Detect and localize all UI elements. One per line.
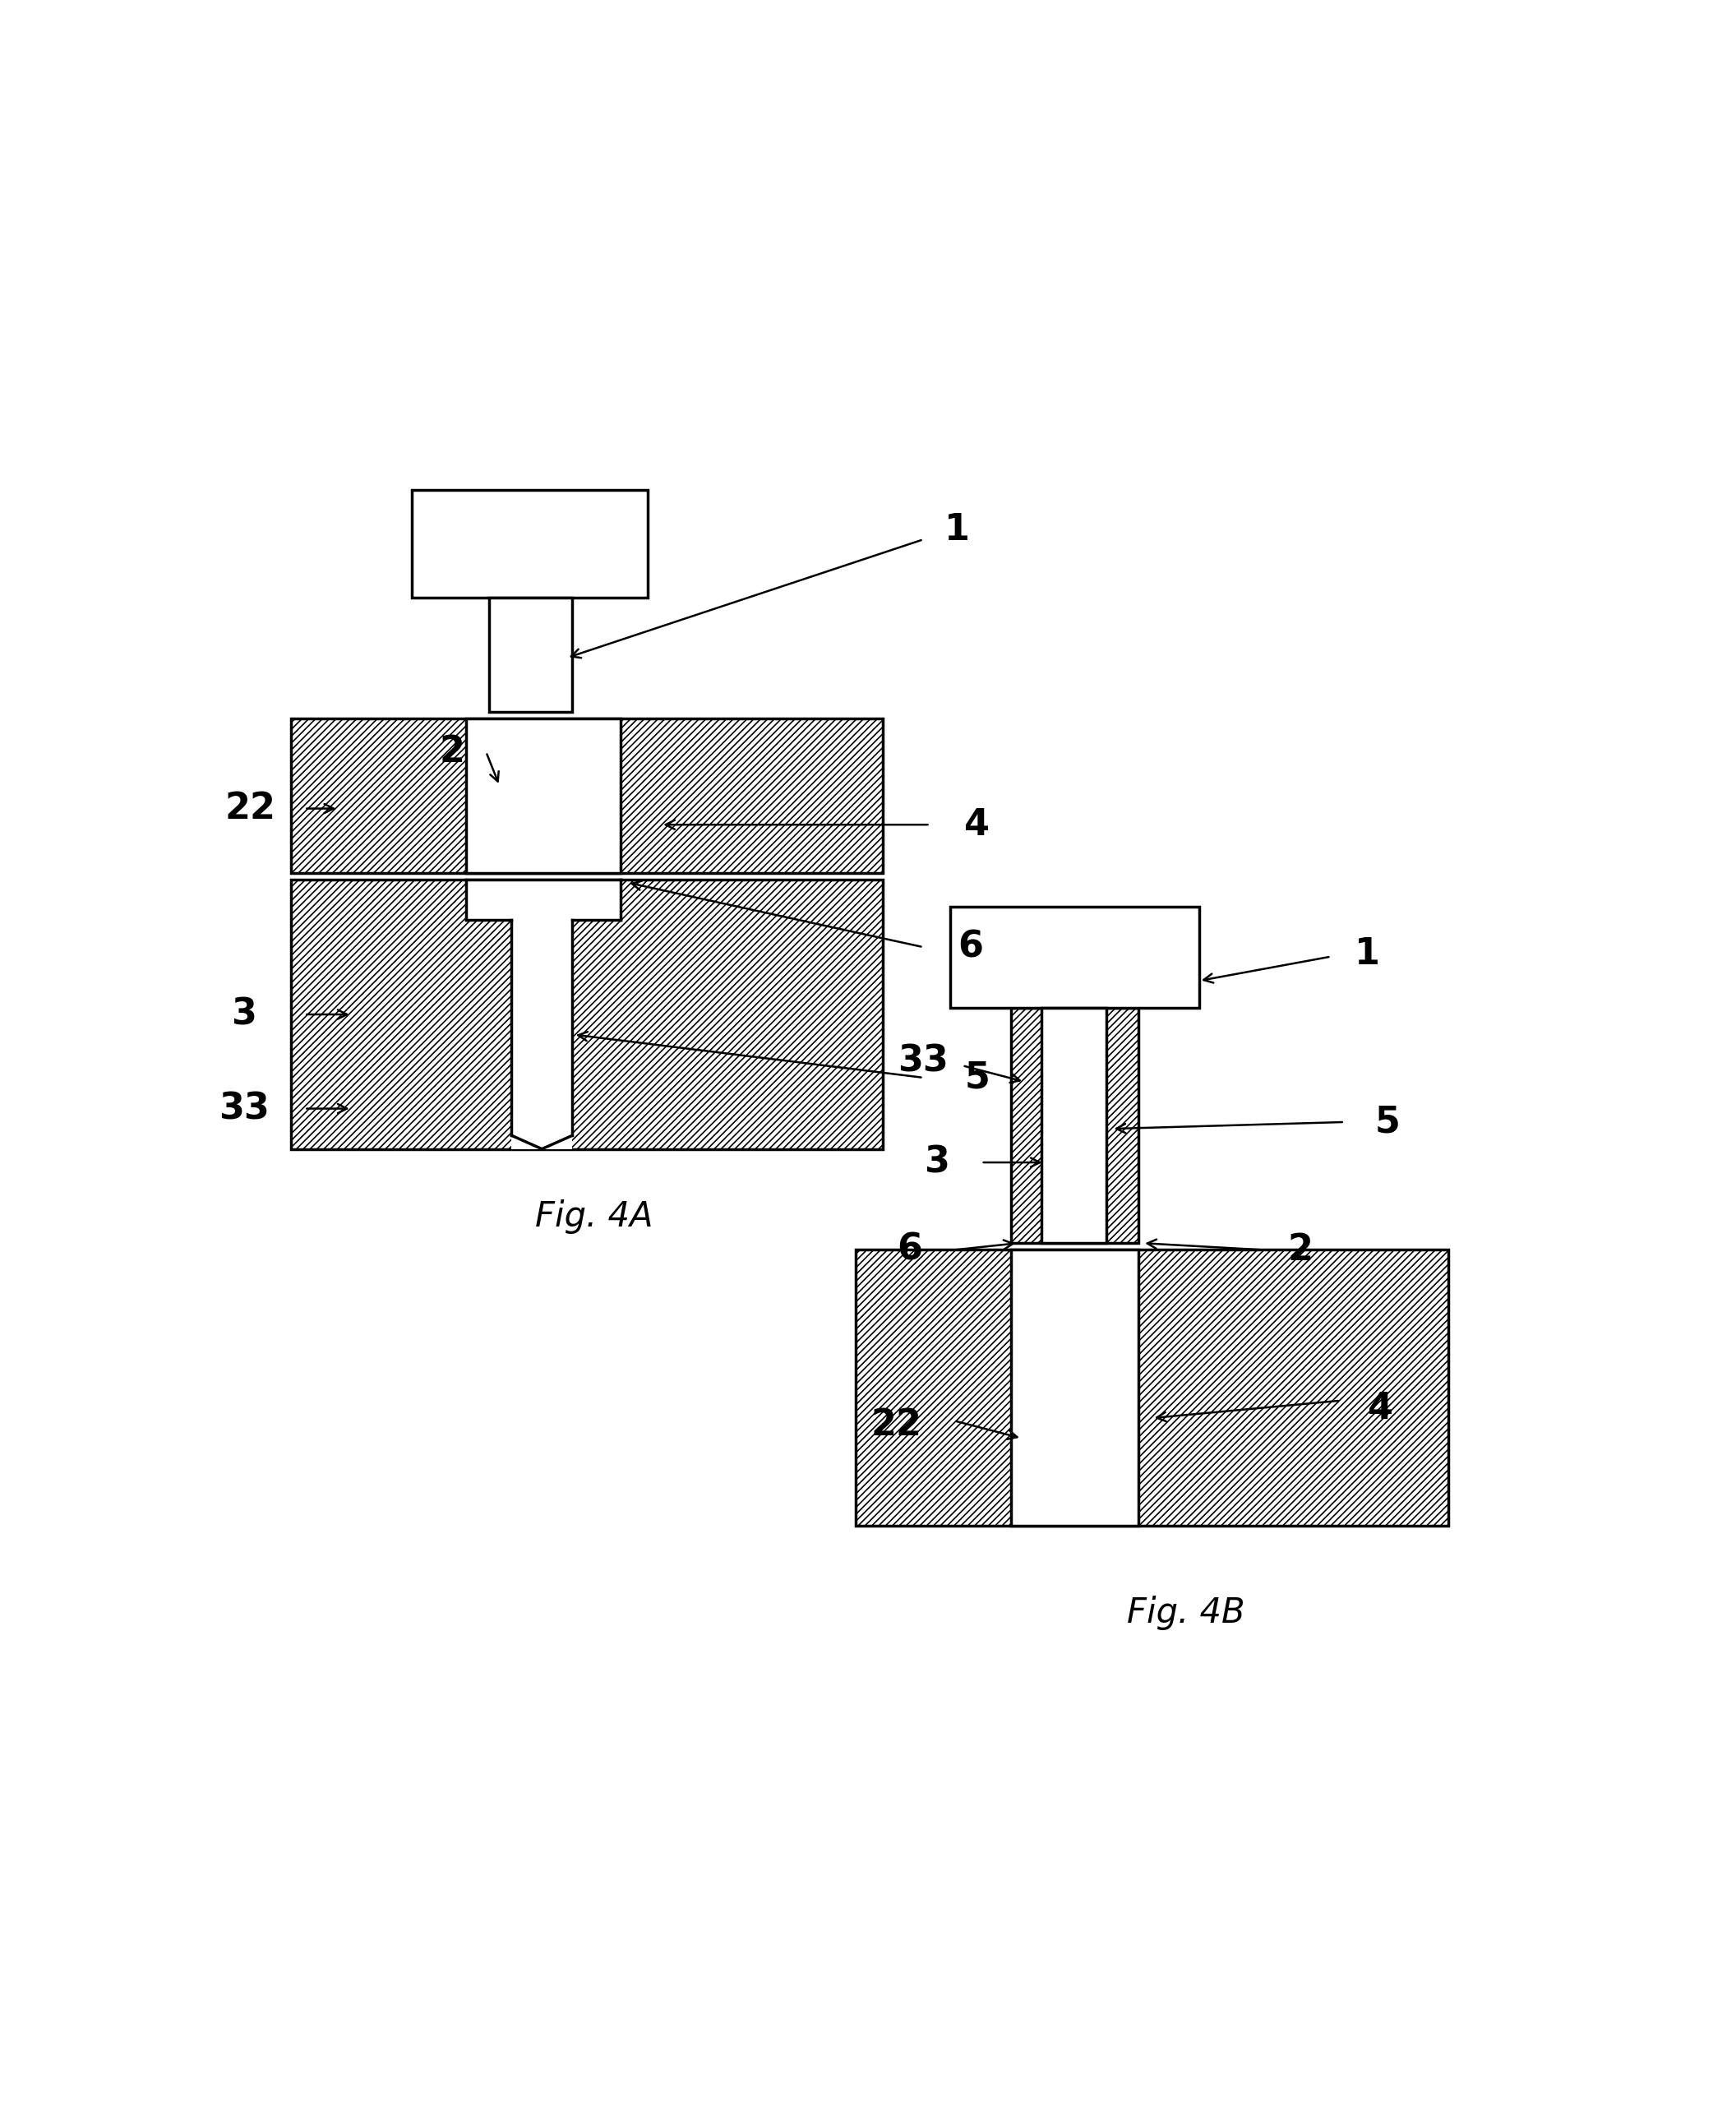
Text: 3: 3 <box>924 1146 950 1179</box>
Text: 4: 4 <box>965 807 990 843</box>
Text: Fig. 4B: Fig. 4B <box>1127 1595 1245 1631</box>
Text: 4: 4 <box>1368 1392 1394 1427</box>
Text: 22: 22 <box>226 790 276 826</box>
Text: 2: 2 <box>1288 1232 1312 1268</box>
Bar <box>292 881 884 1150</box>
Text: 33: 33 <box>898 1045 948 1078</box>
Text: 2: 2 <box>439 734 465 769</box>
Bar <box>292 719 884 872</box>
Text: 5: 5 <box>965 1059 990 1095</box>
Text: 3: 3 <box>231 996 257 1032</box>
Bar <box>1010 1251 1139 1526</box>
Text: 22: 22 <box>871 1406 922 1442</box>
Bar <box>411 490 648 597</box>
Bar <box>465 881 621 921</box>
Bar <box>1010 1007 1139 1242</box>
Text: Fig. 4A: Fig. 4A <box>535 1198 653 1234</box>
Bar <box>512 921 573 1150</box>
Text: 1: 1 <box>944 513 970 549</box>
Bar <box>465 719 621 872</box>
Text: 5: 5 <box>1375 1104 1401 1139</box>
Text: 1: 1 <box>1354 935 1380 971</box>
Bar <box>490 597 573 713</box>
Bar <box>1042 1007 1106 1242</box>
Bar <box>856 1251 1448 1526</box>
Text: 6: 6 <box>958 929 983 965</box>
Bar <box>950 906 1200 1007</box>
Text: 6: 6 <box>898 1232 922 1268</box>
Text: 33: 33 <box>219 1091 269 1127</box>
